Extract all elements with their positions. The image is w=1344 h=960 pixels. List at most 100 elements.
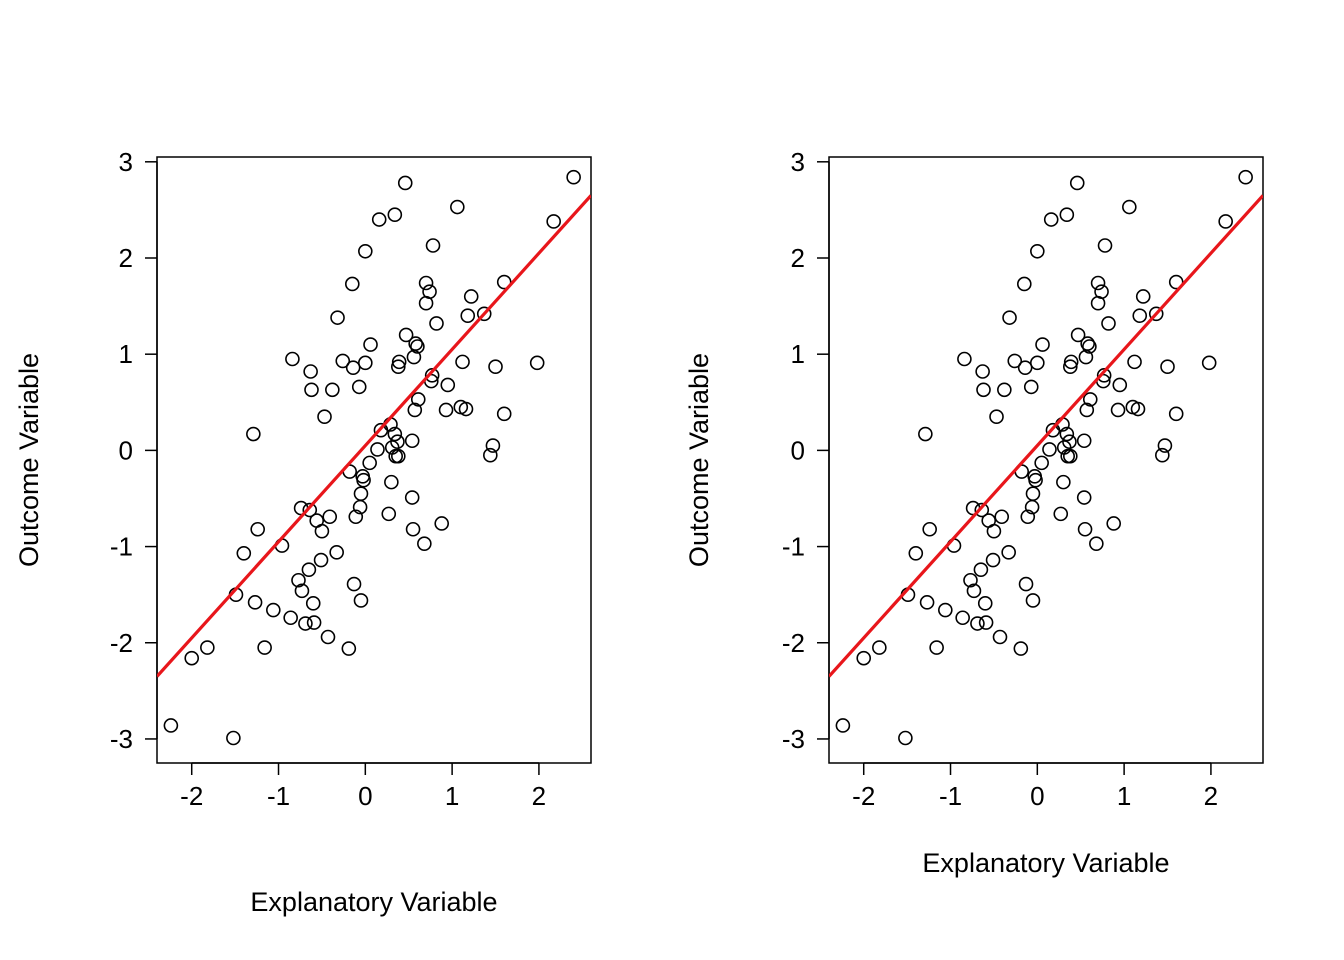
scatter-point xyxy=(1090,275,1106,291)
scatter-point xyxy=(325,382,340,398)
scatter-point xyxy=(1076,433,1092,449)
scatter-point xyxy=(450,199,465,215)
scatter-point xyxy=(370,442,385,457)
scatter-point xyxy=(1106,516,1122,531)
scatter-point xyxy=(453,399,469,415)
scatter-point xyxy=(363,337,378,352)
scatter-point xyxy=(1056,474,1071,490)
scatter-point xyxy=(1002,310,1017,325)
scatter-point xyxy=(317,409,332,425)
scatter-point xyxy=(322,509,338,525)
scatter-point xyxy=(352,499,368,515)
y-tick-label: -1 xyxy=(782,532,805,562)
scatter-point xyxy=(455,354,470,370)
scatter-point xyxy=(985,552,1001,568)
scatter-point xyxy=(348,509,364,525)
scatter-point xyxy=(898,730,913,746)
scatter-point xyxy=(391,354,407,370)
scatter-point xyxy=(1122,199,1137,215)
scatter-point xyxy=(1079,402,1095,418)
plot-frame xyxy=(156,156,592,764)
scatter-point xyxy=(424,368,440,383)
scatter-point xyxy=(410,392,426,407)
scatter-point xyxy=(303,364,318,379)
scatter-point xyxy=(163,718,179,733)
scatter-point xyxy=(1020,509,1036,525)
scatter-point xyxy=(1089,536,1104,551)
scatter-point xyxy=(973,562,989,577)
scatter-point xyxy=(1110,402,1126,418)
y-tick-label: 3 xyxy=(119,147,133,177)
scatter-point xyxy=(226,730,241,746)
scatter-point xyxy=(417,536,432,551)
scatter-point xyxy=(298,616,313,631)
scatter-point xyxy=(1155,447,1170,463)
scatter-point xyxy=(566,169,581,185)
x-tick-label: -1 xyxy=(939,781,962,811)
scatter-point xyxy=(355,469,371,484)
scatter-point xyxy=(546,214,561,229)
x-tick-label: 2 xyxy=(532,781,546,811)
scatter-point xyxy=(1042,442,1057,457)
scatter-point xyxy=(294,583,310,599)
scatter-point xyxy=(1097,238,1113,253)
scatter-point xyxy=(329,545,344,560)
scatter-point xyxy=(1218,214,1233,229)
scatter-point xyxy=(908,546,924,561)
scatter-point xyxy=(922,521,937,537)
scatter-point xyxy=(957,351,972,367)
scatter-point xyxy=(488,359,503,374)
scatter-point xyxy=(373,422,389,438)
scatter-point xyxy=(341,641,357,656)
y-tick-label: 0 xyxy=(119,435,133,465)
x-axis-title: Explanatory Variable xyxy=(922,848,1169,878)
scatter-point xyxy=(970,616,985,631)
scatter-point xyxy=(387,426,403,442)
scatter-point xyxy=(463,289,479,304)
scatter-point xyxy=(1238,169,1253,185)
scatter-point xyxy=(1017,360,1033,375)
scatter-point xyxy=(978,615,994,630)
scatter-point xyxy=(391,359,406,374)
scatter-point xyxy=(1045,422,1061,438)
scatter-point xyxy=(976,382,991,398)
x-axis-title: Explanatory Variable xyxy=(250,887,497,917)
scatter-point xyxy=(1077,521,1093,537)
scatter-point xyxy=(1082,392,1098,407)
scatter-point xyxy=(1035,337,1050,352)
scatter-point xyxy=(301,562,317,577)
scatter-point xyxy=(476,306,492,322)
scatter-point xyxy=(1059,426,1075,442)
scatter-point xyxy=(434,516,450,531)
scatter-point xyxy=(353,593,369,608)
scatter-point xyxy=(1030,243,1045,259)
scatter-point xyxy=(397,175,413,191)
y-tick-label: -2 xyxy=(782,628,805,658)
scatter-point xyxy=(955,610,970,626)
scatter-point xyxy=(410,339,425,354)
scatter-panel-left: -2 -1 0 1 2 -3 -2 -1 0 1 2 3 Explanatory Variable Out… xyxy=(14,147,592,917)
scatter-point xyxy=(384,440,400,455)
scatter-point xyxy=(1053,506,1069,522)
scatter-point xyxy=(856,650,872,666)
y-tick-label: 0 xyxy=(791,435,805,465)
scatter-point xyxy=(1168,274,1184,290)
scatter-point xyxy=(918,426,933,442)
y-tick-label: -3 xyxy=(110,724,133,754)
scatter-point xyxy=(835,718,851,733)
scatter-point xyxy=(966,583,982,599)
scatter-point xyxy=(1096,368,1112,383)
scatter-point xyxy=(266,602,281,618)
scatter-point xyxy=(496,274,512,290)
scatter-point xyxy=(344,276,360,292)
y-tick-label: 3 xyxy=(791,147,805,177)
scatter-point xyxy=(1090,295,1106,311)
scatter-point xyxy=(381,506,397,522)
x-tick-label: 2 xyxy=(1204,781,1218,811)
regression-line xyxy=(157,194,591,678)
scatter-point xyxy=(1013,641,1029,656)
scatter-point xyxy=(246,426,261,442)
scatter-point xyxy=(974,502,990,518)
scatter-point xyxy=(406,349,422,365)
